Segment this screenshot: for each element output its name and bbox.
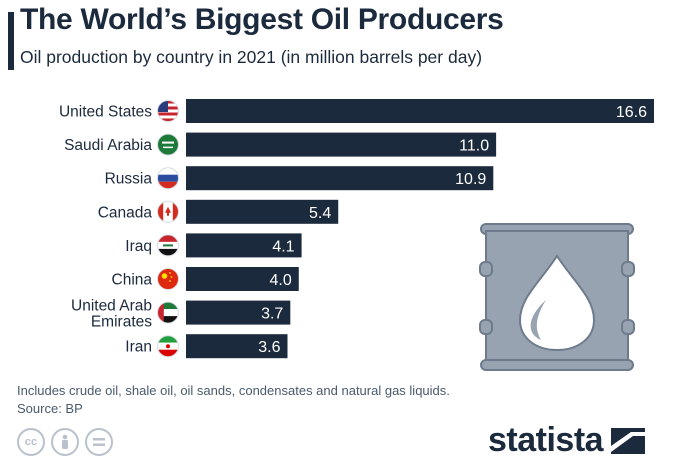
bar [186,166,494,191]
bar-row: 16.6 United States [59,99,654,123]
china-flag-icon [157,268,179,290]
data-label: 3.6 [258,339,280,356]
category-label: Saudi Arabia [64,137,152,154]
bar [186,199,339,224]
data-label: 10.9 [455,171,486,188]
russia-flag-icon [157,167,179,190]
data-label: 4.0 [270,272,292,289]
bar-row: 4.0 China [112,267,299,291]
canada-flag-icon [157,200,179,223]
bar [186,300,291,325]
bar [186,334,288,359]
data-label: 11.0 [459,138,489,155]
category-label: Iran [125,339,152,356]
bar-row: 3.7 United Arab Emirates [71,298,291,331]
bar [186,132,497,157]
us-flag-icon [157,100,179,122]
attribution-icon[interactable] [51,428,79,456]
title-accent-bar [8,12,14,70]
data-label: 16.6 [616,104,647,121]
category-label: Russia [105,171,153,188]
bar-row: 10.9 Russia [105,166,494,191]
oil-barrel-illustration [479,223,635,371]
category-label: Canada [98,204,153,221]
license-icons: cc [17,428,113,456]
statista-logo[interactable]: statista [488,421,646,460]
bar-row: 11.0 Saudi Arabia [64,132,497,157]
category-label: United Arab Emirates [71,298,152,331]
brand-name: statista [488,421,604,459]
category-label: China [112,272,153,289]
category-label: United States [59,104,152,121]
saudi-flag-icon [157,133,179,156]
bar [186,233,302,258]
footnote: Includes crude oil, shale oil, oil sands… [17,383,450,398]
source-note: Source: BP [17,401,83,416]
no-derivatives-icon[interactable] [85,428,113,456]
statista-logo-icon [611,427,646,454]
bar-chart: 16.6 United States 11.0 Saudi Arabia 10.9 Rus… [59,99,654,371]
bar [186,99,654,123]
uae-flag-icon [157,301,179,324]
chart-title: The World’s Biggest Oil Producers [20,3,504,36]
bar-row: 3.6 Iran [125,334,288,359]
cc-icon[interactable]: cc [17,428,45,456]
iraq-flag-icon [157,234,179,257]
chart-subtitle: Oil production by country in 2021 (in mi… [20,47,483,67]
category-label: Iraq [125,238,152,255]
data-label: 4.1 [272,238,294,255]
bar-row: 4.1 Iraq [125,233,302,258]
oil-drop-icon [518,254,596,352]
data-label: 3.7 [261,306,283,323]
bar [186,267,299,291]
bar-row: 5.4 Canada [98,199,339,224]
data-label: 5.4 [309,205,331,222]
iran-flag-icon [157,335,179,358]
